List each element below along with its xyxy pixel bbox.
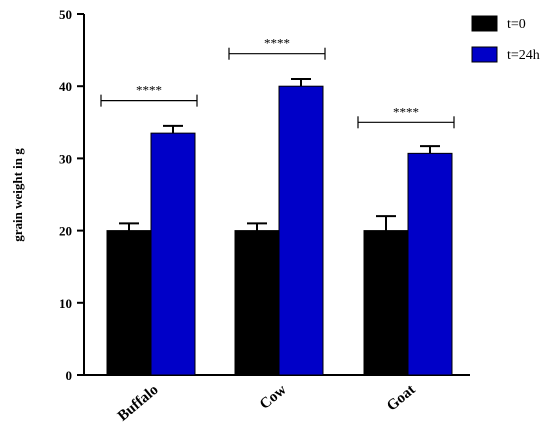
y-ticks: 0 10 20 30 40 50 xyxy=(59,7,84,383)
y-tick-label: 10 xyxy=(59,296,72,311)
legend-label: t=0 xyxy=(507,17,526,32)
bars xyxy=(106,77,453,376)
category-labels: Buffalo Cow Goat xyxy=(115,382,419,425)
bar-t=0-Buffalo xyxy=(106,230,152,376)
y-tick-label: 0 xyxy=(66,368,73,383)
x-tick-label: Goat xyxy=(384,382,419,415)
legend: t=0 t=24h xyxy=(471,15,540,63)
significance-brackets: **** **** **** xyxy=(100,36,455,129)
significance-label: **** xyxy=(136,83,162,98)
bar-t=0-Cow xyxy=(234,230,280,376)
y-tick-label: 50 xyxy=(59,7,72,22)
x-tick-label: Buffalo xyxy=(115,382,162,425)
significance-label: **** xyxy=(393,104,419,119)
y-tick-label: 40 xyxy=(59,79,72,94)
bar-t=24h-Goat xyxy=(407,152,453,376)
significance-label: **** xyxy=(264,36,290,51)
bar-t=24h-Buffalo xyxy=(150,132,196,376)
legend-label: t=24h xyxy=(507,48,540,63)
y-tick-label: 20 xyxy=(59,224,72,239)
legend-swatch xyxy=(471,15,498,32)
legend-swatch xyxy=(471,46,498,63)
bar-t=24h-Cow xyxy=(278,85,324,376)
x-tick-label: Cow xyxy=(257,382,290,413)
y-tick-label: 30 xyxy=(59,151,72,166)
y-axis-label: grain weight in g xyxy=(10,148,25,242)
bar-t=0-Goat xyxy=(363,230,409,376)
